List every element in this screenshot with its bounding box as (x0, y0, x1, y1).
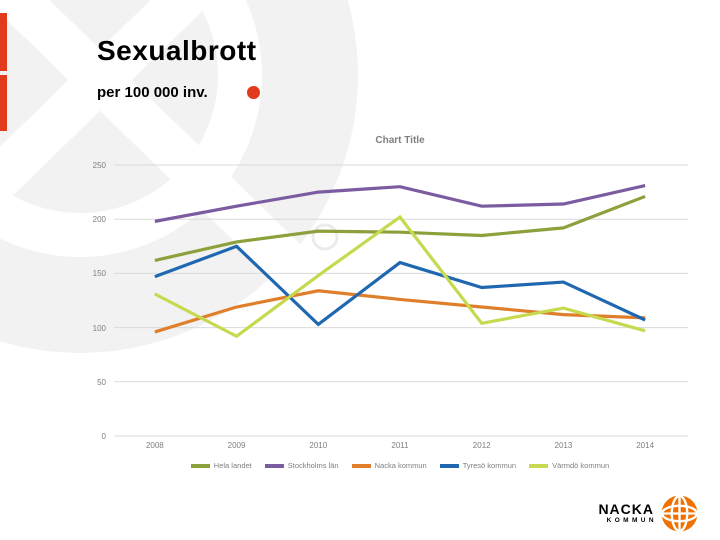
y-axis-tick-label: 50 (97, 377, 106, 387)
slide-subtitle: per 100 000 inv. (97, 84, 208, 101)
x-axis-tick-label: 2012 (472, 441, 491, 450)
legend-label: Värmdö kommun (552, 461, 610, 470)
series-line-tyres-kommun (154, 244, 646, 327)
x-axis-tick-label: 2009 (227, 441, 246, 450)
chart-legend: Hela landet Stockholms län Nacka kommun Tyr… (114, 461, 686, 470)
chart-title: Chart Title (375, 135, 425, 146)
x-axis-tick-label: 2010 (309, 441, 328, 450)
legend-swatch (529, 463, 549, 468)
legend-item-v-rmd-kommun: Värmdö kommun (529, 461, 609, 470)
legend-item-tyres-kommun: Tyresö kommun (439, 461, 517, 470)
y-axis-tick-label: 100 (92, 323, 106, 333)
legend-label: Hela landet (213, 461, 252, 470)
nacka-globe-icon (661, 495, 698, 532)
legend-label: Nacka kommun (374, 461, 427, 470)
red-accent-dot (247, 86, 260, 99)
legend-item-hela-landet: Hela landet (190, 461, 252, 470)
x-axis-tick-label: 2014 (636, 441, 655, 450)
series-line-hela-landet (154, 194, 646, 262)
y-axis-tick-label: 200 (92, 215, 106, 225)
legend-swatch (264, 463, 284, 468)
y-axis-tick-label: 0 (101, 432, 106, 441)
nacka-kommun-logo: NACKA KOMMUN (598, 495, 698, 532)
legend-label: Stockholms län (287, 461, 339, 470)
legend-swatch (351, 463, 371, 468)
series-line-nacka-kommun (154, 289, 646, 334)
legend-item-nacka-kommun: Nacka kommun (351, 461, 427, 470)
series-line-v-rmd-kommun (154, 214, 646, 339)
series-line-stockholms-l-n (154, 184, 646, 223)
slide-title: Sexualbrott (97, 35, 257, 66)
y-axis-tick-label: 150 (92, 269, 106, 279)
y-axis-tick-label: 250 (92, 161, 106, 170)
legend-label: Tyresö kommun (462, 461, 517, 470)
left-accent-bar-bottom (0, 75, 7, 131)
legend-swatch (439, 463, 459, 468)
logo-name-text: NACKA (598, 501, 654, 517)
left-accent-bar-top (0, 13, 7, 71)
legend-swatch (190, 463, 210, 468)
x-axis-tick-label: 2011 (391, 441, 409, 450)
x-axis-tick-label: 2008 (145, 441, 164, 450)
logo-sub-text: KOMMUN (606, 517, 657, 524)
legend-item-stockholms-l-n: Stockholms län (264, 461, 339, 470)
x-axis-tick-label: 2013 (554, 441, 573, 450)
